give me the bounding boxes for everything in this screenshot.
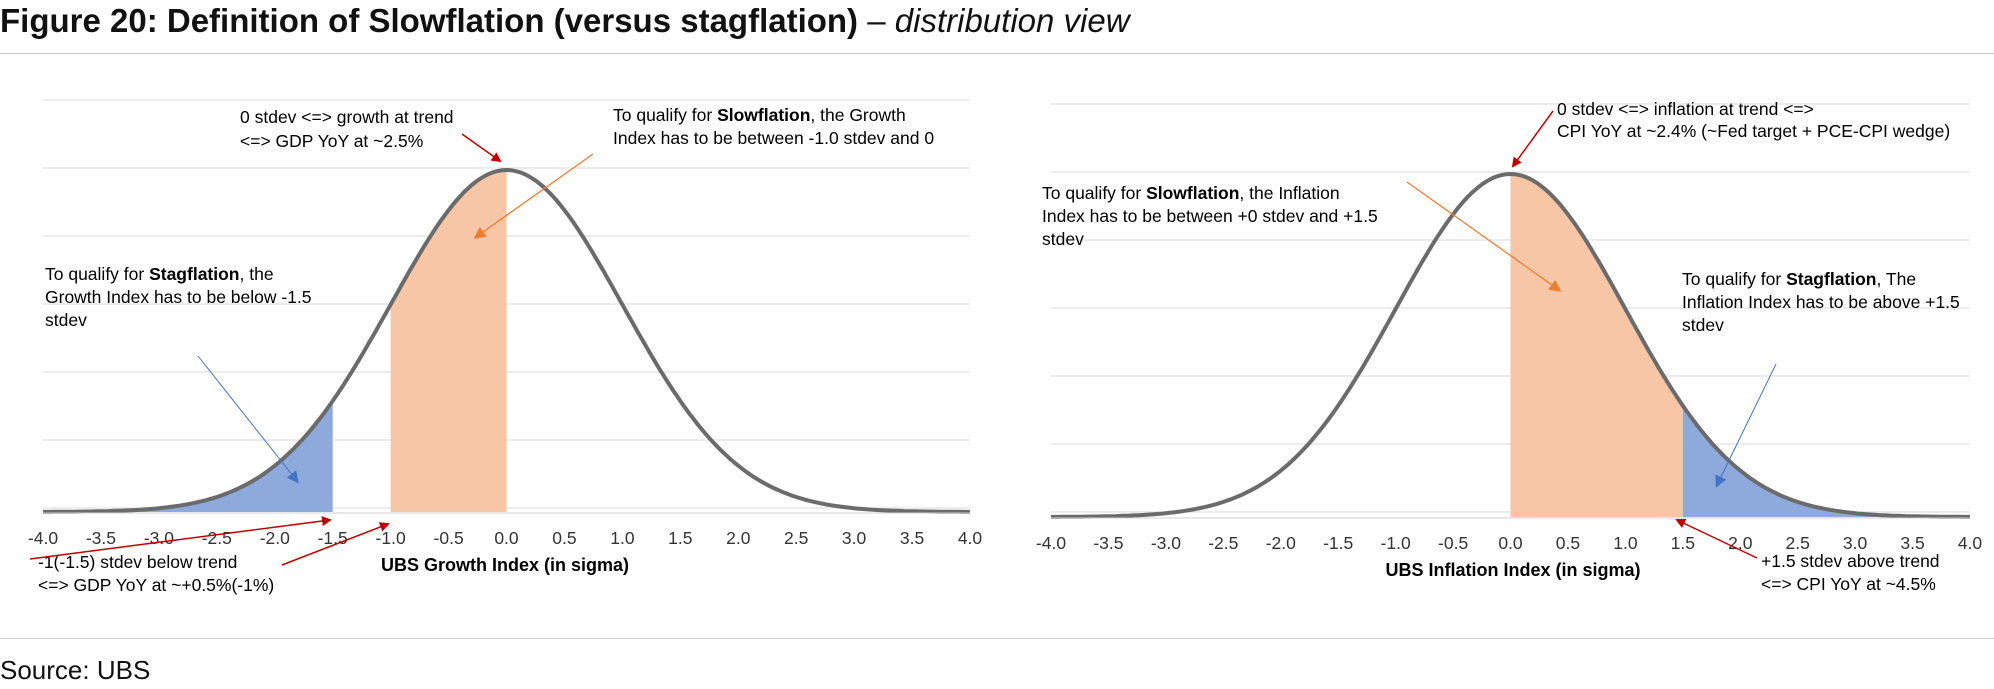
inflation-slowflation-arrow	[1406, 181, 1562, 292]
inflation-x-tick-label: 2.5	[1786, 533, 1810, 553]
growth-x-tick-label: 4.0	[958, 528, 983, 548]
growth-x-tick-label: -2.5	[202, 528, 232, 548]
growth-x-tick-label: 3.5	[900, 528, 924, 548]
inflation-trend-arrow	[1511, 110, 1554, 168]
figure-title-bold: Figure 20: Definition of Slowflation (ve…	[0, 2, 859, 39]
bottom-divider	[0, 638, 1994, 639]
growth-x-tick-label: 1.0	[610, 528, 635, 548]
figure-title: Figure 20: Definition of Slowflation (ve…	[0, 2, 1130, 40]
growth-stagflation-region	[43, 401, 333, 512]
growth-density-curve	[43, 167, 970, 514]
growth-stagflation-arrow	[197, 355, 299, 484]
inflation-x-tick-label: 1.0	[1613, 533, 1638, 553]
growth-x-tick-label: 0.5	[552, 528, 576, 548]
inflation-x-tick-labels: -4.0 -3.5 -3.0 -2.5 -2.0 -1.5 -1.0 -0.5 0.0 0.5 1.…	[1036, 533, 1983, 553]
inflation-x-tick-label: -3.5	[1093, 533, 1123, 553]
growth-x-tick-label: -3.0	[144, 528, 174, 548]
inflation-x-tick-label: -2.0	[1266, 533, 1296, 553]
inflation-x-tick-label: -1.0	[1381, 533, 1411, 553]
growth-x-tick-label: -0.5	[434, 528, 464, 548]
distribution-charts: -4.0 -3.5 -3.0 -2.5 -2.0 -1.5 -1.0 -0.5 0.0 0.5 1.…	[28, 99, 1983, 595]
inflation-stagflation-arrow	[1715, 363, 1777, 488]
source-note: Source: UBS	[0, 655, 151, 685]
inflation-stagflation-region	[1682, 405, 1970, 517]
inflation-x-tick-label: 3.0	[1843, 533, 1868, 553]
figure-title-separator: –	[858, 2, 895, 39]
inflation-x-tick-label: -1.5	[1323, 533, 1353, 553]
growth-x-axis-label: UBS Growth Index (in sigma)	[381, 555, 629, 575]
inflation-above-arrow	[1675, 518, 1758, 559]
inflation-x-tick-label: 4.0	[1958, 533, 1983, 553]
growth-x-tick-label: 3.0	[842, 528, 867, 548]
growth-x-tick-label: 2.5	[784, 528, 808, 548]
growth-slowflation-arrow	[473, 153, 594, 239]
growth-x-tick-label: -1.0	[376, 528, 406, 548]
inflation-x-tick-label: 0.5	[1556, 533, 1580, 553]
growth-slowflation-annotation: To qualify for Slowflation, the Growth I…	[613, 105, 934, 148]
inflation-density-curve	[1051, 171, 1970, 519]
growth-shaded-regions	[43, 170, 507, 512]
inflation-above-trend-annotation: +1.5 stdev above trend <=> CPI YoY at ~4…	[1761, 551, 1944, 594]
growth-x-tick-label: 1.5	[668, 528, 692, 548]
growth-trend-annotation: 0 stdev <=> growth at trend <=> GDP YoY …	[240, 107, 458, 151]
growth-stagflation-annotation: To qualify for Stagflation, the Growth I…	[45, 264, 316, 330]
inflation-x-tick-label: -0.5	[1438, 533, 1468, 553]
growth-slowflation-region	[390, 170, 507, 512]
growth-trend-arrow	[461, 133, 502, 163]
inflation-x-tick-label: -2.5	[1208, 533, 1238, 553]
inflation-x-axis-label: UBS Inflation Index (in sigma)	[1385, 560, 1640, 580]
growth-x-tick-label: -2.0	[260, 528, 290, 548]
inflation-x-tick-label: -3.0	[1151, 533, 1181, 553]
inflation-stagflation-annotation: To qualify for Stagflation, The Inflatio…	[1682, 269, 1965, 335]
growth-x-tick-label: 2.0	[726, 528, 751, 548]
inflation-trend-annotation: 0 stdev <=> inflation at trend <=> CPI Y…	[1557, 99, 1950, 141]
growth-below-trend-annotation: -1(-1.5) stdev below trend <=> GDP YoY a…	[38, 552, 274, 595]
growth-x-tick-label: 0.0	[494, 528, 519, 548]
inflation-x-tick-label: 0.0	[1498, 533, 1523, 553]
inflation-shaded-regions	[1510, 174, 1970, 517]
inflation-slowflation-region	[1510, 174, 1683, 517]
growth-below-arrow-1	[29, 516, 332, 560]
inflation-x-tick-label: 3.5	[1900, 533, 1924, 553]
growth-x-tick-label: -3.5	[86, 528, 116, 548]
inflation-slowflation-annotation: To qualify for Slowflation, the Inflatio…	[1042, 183, 1383, 249]
growth-chart: -4.0 -3.5 -3.0 -2.5 -2.0 -1.5 -1.0 -0.5 0.0 0.5 1.…	[28, 99, 983, 595]
growth-below-arrow-2	[281, 522, 390, 566]
top-divider	[0, 53, 1994, 54]
growth-x-tick-label: -4.0	[28, 528, 58, 548]
inflation-chart: -4.0 -3.5 -3.0 -2.5 -2.0 -1.5 -1.0 -0.5 0.0 0.5 1.…	[1036, 99, 1983, 594]
growth-x-tick-labels: -4.0 -3.5 -3.0 -2.5 -2.0 -1.5 -1.0 -0.5 0.0 0.5 1.…	[28, 528, 983, 548]
inflation-x-tick-label: 1.5	[1671, 533, 1695, 553]
inflation-x-tick-label: -4.0	[1036, 533, 1066, 553]
figure-title-italic: distribution view	[894, 2, 1130, 39]
